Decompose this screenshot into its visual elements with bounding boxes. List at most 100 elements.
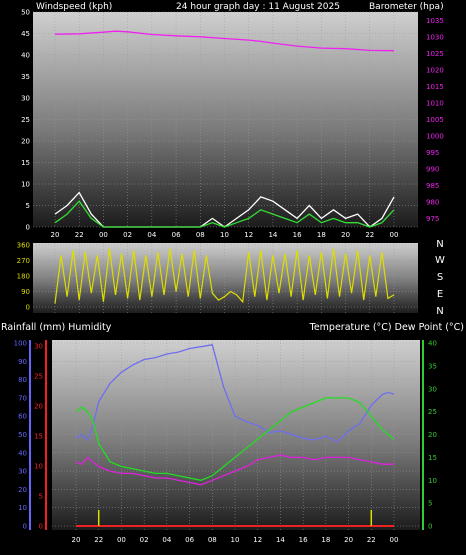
temperature-tick-label: 35 — [428, 362, 437, 370]
rain-temp-panel — [52, 340, 420, 530]
time-tick-label: 08 — [208, 536, 217, 544]
rainfall-tick-label: 25 — [34, 373, 43, 381]
humidity-line — [75, 344, 395, 443]
barometer-tick-label: 985 — [426, 182, 439, 190]
temperature-tick-label: 0 — [428, 523, 432, 531]
barometer-tick-label: 980 — [426, 199, 439, 207]
windspeed-tick-label: 45 — [21, 30, 30, 38]
time-tick-label: 22 — [75, 231, 84, 239]
windspeed-tick-label: 50 — [21, 9, 30, 17]
barometer-tick-label: 990 — [426, 166, 439, 174]
direction-tick-label: 90 — [21, 288, 30, 296]
direction-tick-label: 180 — [17, 273, 30, 281]
barometer-tick-label: 1015 — [426, 83, 444, 91]
windspeed-tick-label: 5 — [26, 202, 30, 210]
time-tick-label: 02 — [123, 231, 132, 239]
time-tick-label: 20 — [344, 536, 353, 544]
rainfall-tick-label: 30 — [34, 343, 43, 351]
temperature-tick-label: 25 — [428, 408, 437, 416]
time-tick-label: 22 — [365, 231, 374, 239]
time-tick-label: 18 — [317, 231, 326, 239]
rainfall-tick-label: 20 — [34, 403, 43, 411]
compass-s: S — [437, 272, 443, 283]
temperature-line — [75, 397, 395, 481]
temperature-tick-label: 30 — [428, 385, 437, 393]
time-tick-label: 08 — [196, 231, 205, 239]
humidity-tick-label: 50 — [18, 431, 27, 439]
direction-tick-label: 0 — [26, 304, 30, 312]
time-tick-label: 06 — [185, 536, 194, 544]
barometer-tick-label: 1035 — [426, 17, 444, 25]
humidity-tick-label: 40 — [18, 449, 27, 457]
rainfall-tick-label: 0 — [39, 523, 43, 531]
time-tick-label: 04 — [162, 536, 171, 544]
wind-direction-panel — [33, 243, 418, 313]
rainfall-tick-label: 10 — [34, 463, 43, 471]
temperature-tick-label: 20 — [428, 431, 437, 439]
barometer-tick-label: 1030 — [426, 33, 444, 41]
dewpoint-line — [75, 454, 394, 486]
time-tick-label: 10 — [220, 231, 229, 239]
barometer-line — [54, 30, 395, 52]
windspeed-tick-label: 30 — [21, 95, 30, 103]
gust-line — [54, 200, 395, 228]
barometer-tick-label: 1000 — [426, 133, 444, 141]
compass-e: E — [437, 289, 443, 300]
temperature-tick-label: 10 — [428, 477, 437, 485]
rain-humidity-title: Rainfall (mm) Humidity — [1, 322, 112, 333]
temperature-tick-label: 5 — [428, 500, 432, 508]
chart-title: 24 hour graph day : 11 August 2025 — [176, 2, 340, 12]
windspeed-tick-label: 35 — [21, 73, 30, 81]
time-tick-label: 20 — [51, 231, 60, 239]
windspeed-tick-label: 25 — [21, 116, 30, 124]
time-tick-label: 02 — [140, 536, 149, 544]
time-tick-label: 16 — [293, 231, 302, 239]
windspeed-tick-label: 0 — [26, 224, 30, 232]
barometer-tick-label: 1025 — [426, 50, 444, 58]
temp-dew-title: Temperature (°C) Dew Point (°C) — [309, 322, 464, 333]
time-tick-label: 14 — [268, 231, 277, 239]
time-tick-label: 22 — [367, 536, 376, 544]
windspeed-tick-label: 40 — [21, 52, 30, 60]
time-tick-label: 10 — [231, 536, 240, 544]
temperature-tick-label: 40 — [428, 340, 437, 348]
barometer-tick-label: 975 — [426, 215, 439, 223]
windspeed-tick-label: 10 — [21, 181, 30, 189]
barometer-tick-label: 995 — [426, 149, 439, 157]
compass-n-bottom: N — [436, 306, 443, 317]
humidity-tick-label: 80 — [18, 376, 27, 384]
direction-tick-label: 360 — [17, 242, 30, 250]
time-tick-label: 20 — [341, 231, 350, 239]
time-tick-label: 22 — [94, 536, 103, 544]
time-tick-label: 20 — [72, 536, 81, 544]
barometer-tick-label: 1010 — [426, 99, 444, 107]
rainfall-tick-label: 5 — [39, 493, 43, 501]
windspeed-tick-label: 20 — [21, 138, 30, 146]
time-tick-label: 00 — [117, 536, 126, 544]
direction-tick-label: 270 — [17, 257, 30, 265]
time-tick-label: 06 — [172, 231, 181, 239]
humidity-tick-label: 100 — [14, 340, 27, 348]
barometer-tick-label: 1005 — [426, 116, 444, 124]
barometer-axis-title: Barometer (hpa) — [369, 2, 444, 12]
time-tick-label: 18 — [321, 536, 330, 544]
humidity-tick-label: 20 — [18, 486, 27, 494]
humidity-tick-label: 0 — [23, 523, 27, 531]
time-tick-label: 00 — [99, 231, 108, 239]
barometer-tick-label: 1020 — [426, 66, 444, 74]
windspeed-axis-title: Windspeed (kph) — [36, 2, 112, 12]
time-tick-label: 00 — [390, 231, 399, 239]
time-tick-label: 12 — [253, 536, 262, 544]
rainfall-tick-label: 15 — [34, 433, 43, 441]
humidity-tick-label: 10 — [18, 504, 27, 512]
wind-direction-line — [54, 248, 395, 304]
temperature-tick-label: 15 — [428, 454, 437, 462]
humidity-tick-label: 70 — [18, 394, 27, 402]
time-tick-label: 14 — [276, 536, 285, 544]
time-tick-label: 04 — [147, 231, 156, 239]
compass-n-top: N — [436, 239, 443, 250]
wind-direction-grid — [33, 243, 418, 313]
time-tick-label: 16 — [299, 536, 308, 544]
time-tick-label: 12 — [244, 231, 253, 239]
